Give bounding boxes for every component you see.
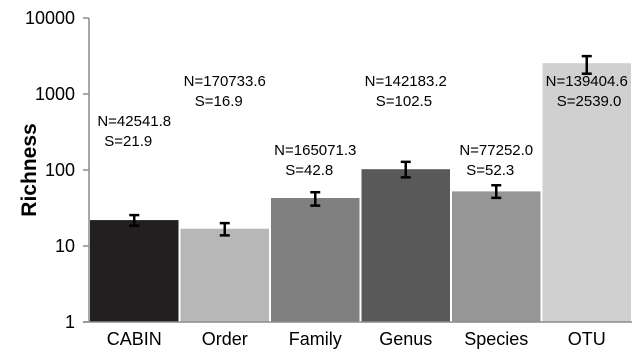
y-axis-label: Richness — [18, 123, 41, 216]
x-tick-label: OTU — [568, 329, 606, 349]
y-tick-label: 10000 — [25, 8, 75, 28]
bar-order — [180, 228, 269, 322]
bar-species — [452, 191, 541, 322]
annotation-s: S=16.9 — [195, 93, 243, 110]
bar-otu — [542, 63, 631, 322]
bar-cabin — [90, 220, 179, 322]
labels-layer: CABIN Order Family Genus Species OTU N=42541.8… — [97, 73, 627, 349]
annotation-s: S=52.3 — [466, 162, 514, 179]
annotation-n: N=77252.0 — [459, 142, 533, 159]
x-tick-label: Order — [202, 329, 248, 349]
x-tick-label: Genus — [379, 329, 432, 349]
x-tick-label: Species — [464, 329, 528, 349]
y-tick-label: 10 — [55, 236, 75, 256]
bar-family — [271, 198, 360, 322]
y-tick-label: 1000 — [35, 84, 75, 104]
error-bar — [581, 54, 592, 75]
error-bars-layer — [129, 54, 592, 237]
bar-genus — [361, 169, 450, 322]
annotation-s: S=42.8 — [285, 162, 333, 179]
x-tick-label: Family — [289, 329, 342, 349]
annotation-n: N=170733.6 — [184, 73, 266, 90]
annotation-s: S=21.9 — [104, 133, 152, 150]
annotation-n: N=165071.3 — [274, 142, 356, 159]
annotation-s: S=102.5 — [376, 93, 432, 110]
annotation-n: N=139404.6 — [546, 73, 628, 90]
axes-layer: 1 10 100 1000 10000 — [25, 8, 632, 332]
error-bar — [129, 213, 140, 227]
error-bar — [219, 221, 230, 237]
error-bar — [310, 190, 321, 207]
bars-layer — [90, 63, 631, 322]
annotation-n: N=42541.8 — [97, 113, 171, 130]
y-tick-label: 100 — [45, 160, 75, 180]
error-bar — [400, 160, 411, 179]
annotation-s: S=2539.0 — [557, 93, 622, 110]
error-bar — [491, 184, 502, 200]
x-tick-label: CABIN — [107, 329, 162, 349]
annotation-n: N=142183.2 — [365, 73, 447, 90]
y-tick-label: 1 — [65, 312, 75, 332]
